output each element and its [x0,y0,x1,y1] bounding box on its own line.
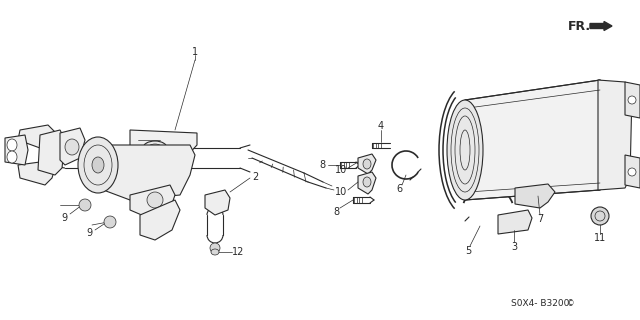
Polygon shape [130,130,197,160]
Text: 1: 1 [192,47,198,57]
Ellipse shape [211,249,219,255]
Text: 3: 3 [511,242,517,252]
Text: 12: 12 [232,247,244,257]
Ellipse shape [143,141,167,155]
Polygon shape [60,128,85,165]
Text: 11: 11 [594,233,606,243]
Polygon shape [625,82,640,118]
Polygon shape [90,145,195,200]
Ellipse shape [628,96,636,104]
Ellipse shape [628,168,636,176]
Ellipse shape [591,207,609,225]
Ellipse shape [447,100,483,200]
Text: ©: © [567,299,575,308]
Polygon shape [498,210,532,234]
Polygon shape [38,130,65,175]
Ellipse shape [363,159,371,169]
Polygon shape [18,125,58,148]
Ellipse shape [148,144,162,152]
Text: 4: 4 [378,121,384,131]
Text: 10: 10 [335,165,347,175]
Ellipse shape [210,243,220,253]
Polygon shape [465,80,618,200]
Polygon shape [358,172,376,194]
Ellipse shape [104,216,116,228]
Ellipse shape [363,177,371,187]
Text: 10: 10 [335,187,347,197]
Text: 6: 6 [396,184,402,194]
Text: S0X4- B3200: S0X4- B3200 [511,299,569,308]
Polygon shape [130,185,175,222]
Text: 9: 9 [86,228,92,238]
Polygon shape [205,190,230,215]
Ellipse shape [7,151,17,163]
Text: 5: 5 [465,246,471,256]
Text: 9: 9 [61,213,67,223]
Ellipse shape [79,199,91,211]
Text: 2: 2 [252,172,258,182]
Polygon shape [18,162,55,185]
Text: 8: 8 [319,160,325,170]
Ellipse shape [65,139,79,155]
Polygon shape [358,154,376,174]
Text: 8: 8 [333,207,339,217]
Text: 7: 7 [537,214,543,224]
Polygon shape [140,200,180,240]
Polygon shape [5,135,28,165]
Ellipse shape [78,137,118,193]
Ellipse shape [147,192,163,208]
Polygon shape [598,80,632,190]
Ellipse shape [7,139,17,151]
Ellipse shape [92,157,104,173]
Polygon shape [625,155,640,188]
FancyArrow shape [590,21,612,30]
Polygon shape [515,184,555,208]
Text: FR.: FR. [568,20,591,33]
